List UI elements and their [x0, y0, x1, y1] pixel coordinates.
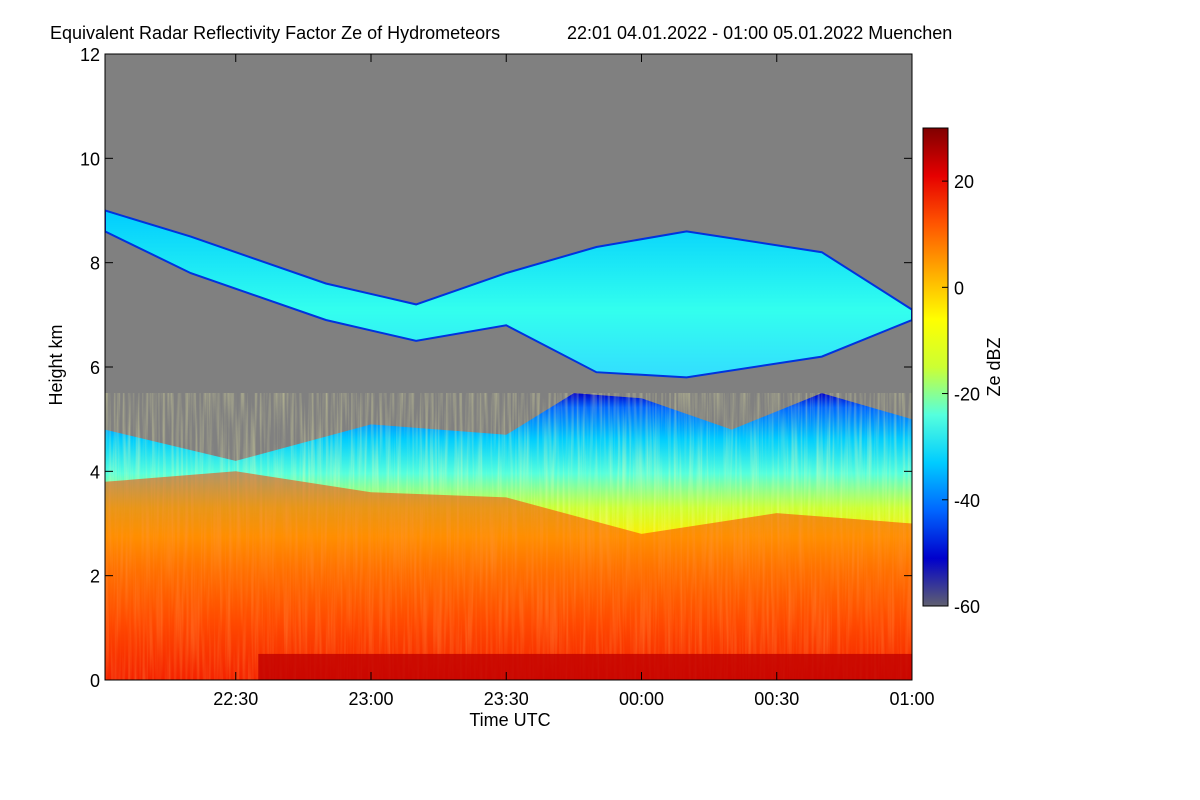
- x-tick-label: 23:00: [348, 689, 393, 709]
- y-tick-label: 8: [90, 254, 100, 274]
- colorbar: [922, 127, 949, 607]
- x-axis: 22:30 23:00 23:30 00:00 00:30 01:00: [213, 54, 935, 709]
- y-axis-label: Height km: [46, 324, 66, 405]
- bright-band: [258, 653, 912, 680]
- upper-cloud-layer: [105, 209, 912, 379]
- colorbar-label: Ze dBZ: [984, 337, 1004, 396]
- colorbar-tick-label: -20: [954, 385, 980, 405]
- x-axis-label: Time UTC: [469, 710, 550, 730]
- colorbar-ticks: 20 0 -20 -40 -60: [942, 172, 980, 617]
- chart-subtitle: 22:01 04.01.2022 - 01:00 05.01.2022 Muen…: [567, 23, 952, 43]
- colorbar-tick-label: 20: [954, 172, 974, 192]
- colorbar-tick-label: 0: [954, 278, 964, 298]
- plot-area: [105, 54, 912, 680]
- precipitation-core: [105, 471, 912, 680]
- x-tick-label: 22:30: [213, 689, 258, 709]
- x-tick-label: 00:00: [619, 689, 664, 709]
- y-tick-label: 12: [80, 45, 100, 65]
- y-tick-label: 4: [90, 462, 100, 482]
- x-tick-label: 23:30: [484, 689, 529, 709]
- colorbar-tick-label: -60: [954, 597, 980, 617]
- x-tick-label: 01:00: [889, 689, 934, 709]
- x-tick-label: 00:30: [754, 689, 799, 709]
- y-tick-label: 6: [90, 358, 100, 378]
- y-axis: 0 2 4 6 8 10 12: [80, 45, 912, 691]
- y-tick-label: 10: [80, 149, 100, 169]
- colorbar-tick-label: -40: [954, 491, 980, 511]
- chart-title: Equivalent Radar Reflectivity Factor Ze …: [50, 23, 500, 43]
- y-tick-label: 2: [90, 567, 100, 587]
- y-tick-label: 0: [90, 671, 100, 691]
